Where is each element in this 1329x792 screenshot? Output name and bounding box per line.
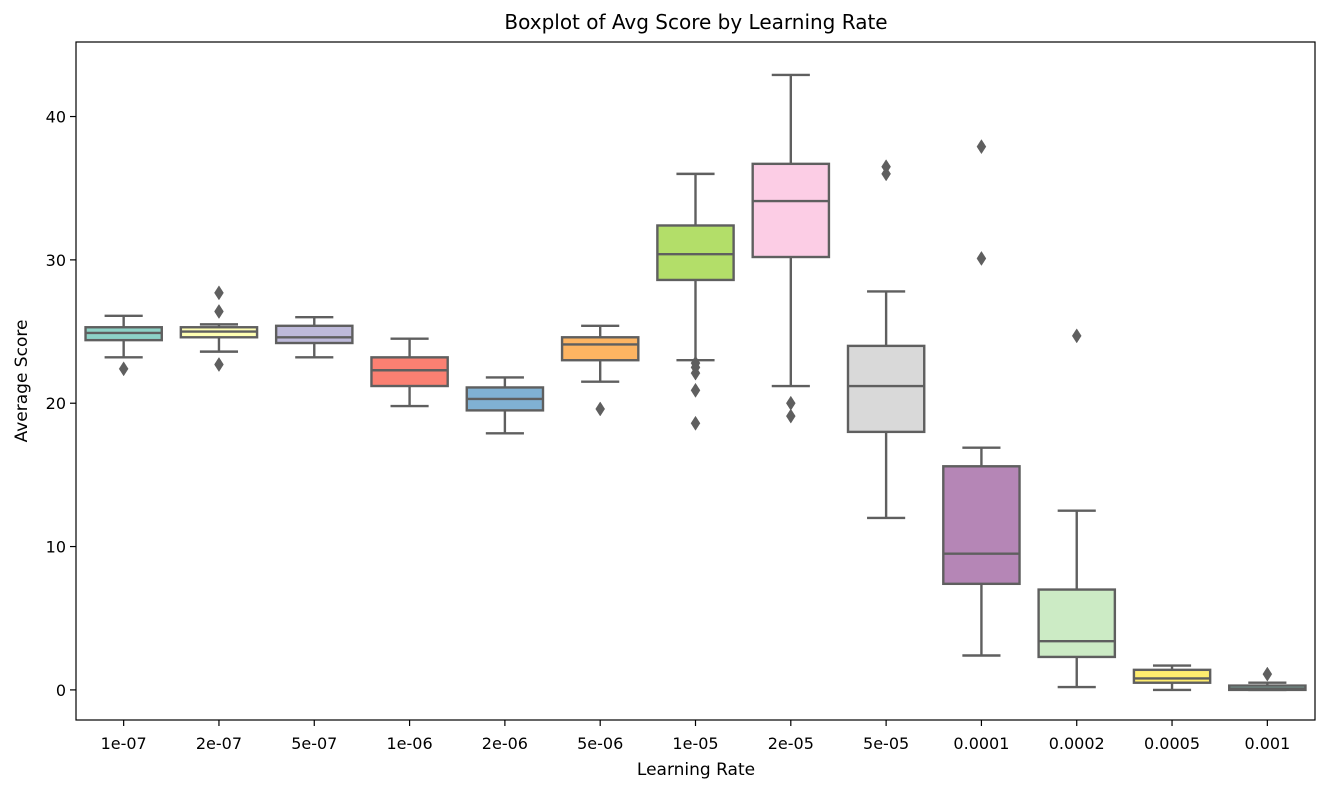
y-tick-label: 10 <box>46 538 66 557</box>
x-tick-label: 2e-05 <box>768 734 814 753</box>
x-tick-label: 0.0002 <box>1049 734 1105 753</box>
outlier-point <box>976 139 987 155</box>
x-axis-label: Learning Rate <box>637 760 755 780</box>
box-5e-06 <box>560 324 640 417</box>
box-1e-06 <box>370 337 449 408</box>
iqr-box <box>274 324 354 345</box>
box-2e-06 <box>465 376 545 435</box>
outlier-point <box>786 408 796 424</box>
outlier-point <box>690 355 701 371</box>
iqr-box <box>560 336 640 362</box>
box-2e-07 <box>179 285 259 372</box>
outlier-point <box>976 250 987 266</box>
outlier-point <box>214 304 224 319</box>
box-1e-07 <box>84 314 163 377</box>
outlier-point <box>786 395 796 411</box>
x-tick-label: 1e-07 <box>101 734 147 753</box>
chart-title: Boxplot of Avg Score by Learning Rate <box>504 10 887 34</box>
outlier-point <box>1071 328 1082 344</box>
x-tick-label: 0.0005 <box>1144 734 1200 753</box>
outlier-point <box>214 285 224 301</box>
iqr-box <box>656 224 735 282</box>
box-5e-05 <box>846 159 926 520</box>
iqr-box <box>1132 668 1212 684</box>
iqr-box <box>370 356 449 388</box>
x-tick-label: 2e-06 <box>482 734 528 753</box>
outlier-point <box>690 415 701 431</box>
x-tick-label: 0.001 <box>1244 734 1290 753</box>
box-2e-05 <box>751 73 831 424</box>
x-tick-label: 1e-06 <box>386 734 432 753</box>
y-tick-label: 40 <box>46 108 66 127</box>
box-5e-07 <box>274 316 354 359</box>
iqr-box <box>1037 588 1117 659</box>
plot-area-frame <box>75 41 1316 721</box>
iqr-box <box>942 465 1021 586</box>
box-0.001 <box>1228 666 1307 692</box>
x-tick-label: 2e-07 <box>196 734 242 753</box>
iqr-box <box>751 162 831 259</box>
box-1e-05 <box>656 172 735 431</box>
box-0.0001 <box>942 139 1021 657</box>
box-0.0002 <box>1037 328 1117 689</box>
box-0.0005 <box>1132 664 1212 692</box>
y-axis: 0 10 20 30 40 <box>46 108 76 700</box>
iqr-box <box>846 344 926 434</box>
x-tick-label: 0.0001 <box>953 734 1009 753</box>
y-axis-label: Average Score <box>12 320 32 443</box>
x-tick-label: 5e-05 <box>863 734 909 753</box>
box-series <box>84 73 1307 692</box>
outlier-point <box>118 361 129 377</box>
y-tick-label: 0 <box>56 681 66 700</box>
outlier-point <box>1262 666 1273 682</box>
outlier-point <box>690 382 701 398</box>
outlier-point <box>595 401 605 417</box>
x-tick-label: 1e-05 <box>672 734 718 753</box>
outlier-point <box>881 159 891 175</box>
x-tick-label: 5e-06 <box>577 734 623 753</box>
y-tick-label: 20 <box>46 394 66 413</box>
x-axis: 1e-07 2e-07 5e-07 1e-06 2e-06 5e-06 1e-05 2e-05… <box>101 720 1290 753</box>
y-tick-label: 30 <box>46 251 66 270</box>
outlier-point <box>214 357 224 372</box>
x-tick-label: 5e-07 <box>291 734 337 753</box>
